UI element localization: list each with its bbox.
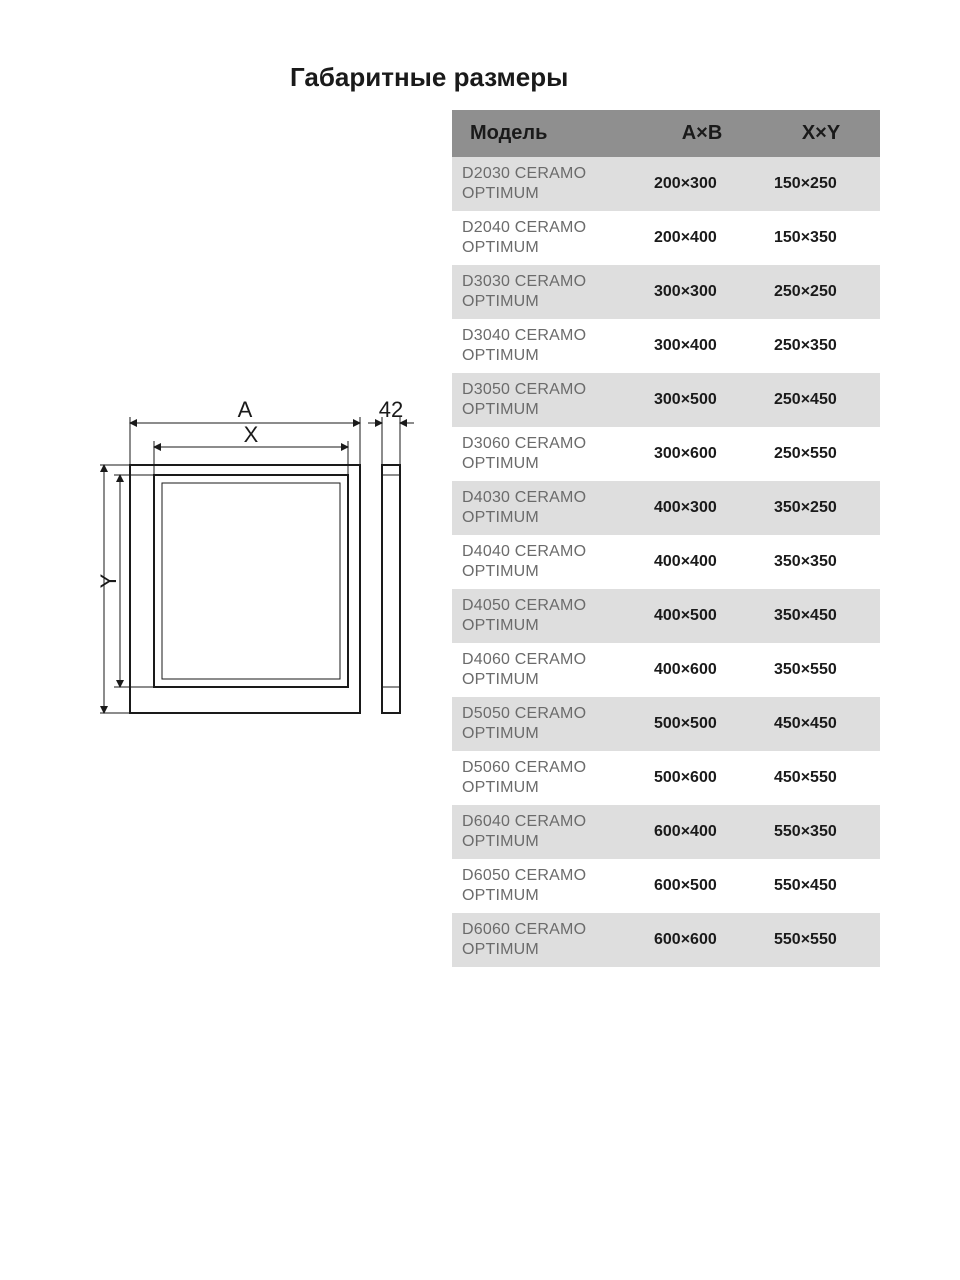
svg-text:A: A: [238, 397, 253, 422]
cell-model: D3030 CERAMOOPTIMUM: [452, 265, 642, 319]
cell-xy: 550×550: [762, 913, 880, 967]
cell-xy: 250×550: [762, 427, 880, 481]
cell-ab: 300×500: [642, 373, 762, 427]
svg-text:42: 42: [379, 397, 403, 422]
cell-model: D3060 CERAMOOPTIMUM: [452, 427, 642, 481]
cell-ab: 400×300: [642, 481, 762, 535]
cell-xy: 150×250: [762, 157, 880, 211]
table-row: D2030 CERAMOOPTIMUM200×300150×250: [452, 157, 880, 211]
cell-xy: 450×550: [762, 751, 880, 805]
table-row: D4050 CERAMOOPTIMUM400×500350×450: [452, 589, 880, 643]
cell-ab: 600×500: [642, 859, 762, 913]
cell-ab: 200×300: [642, 157, 762, 211]
cell-ab: 300×300: [642, 265, 762, 319]
cell-xy: 350×450: [762, 589, 880, 643]
cell-model: D2040 CERAMOOPTIMUM: [452, 211, 642, 265]
cell-model: D4060 CERAMOOPTIMUM: [452, 643, 642, 697]
cell-ab: 200×400: [642, 211, 762, 265]
cell-ab: 400×500: [642, 589, 762, 643]
table-row: D5050 CERAMOOPTIMUM500×500450×450: [452, 697, 880, 751]
table-row: D3050 CERAMOOPTIMUM300×500250×450: [452, 373, 880, 427]
cell-ab: 500×600: [642, 751, 762, 805]
cell-model: D6040 CERAMOOPTIMUM: [452, 805, 642, 859]
cell-model: D6050 CERAMOOPTIMUM: [452, 859, 642, 913]
table-row: D4040 CERAMOOPTIMUM400×400350×350: [452, 535, 880, 589]
cell-xy: 350×550: [762, 643, 880, 697]
table-row: D4060 CERAMOOPTIMUM400×600350×550: [452, 643, 880, 697]
dimension-diagram: AX42BY: [100, 395, 430, 725]
cell-ab: 600×400: [642, 805, 762, 859]
table-row: D6040 CERAMOOPTIMUM600×400550×350: [452, 805, 880, 859]
cell-ab: 500×500: [642, 697, 762, 751]
table-header-row: Модель A×B X×Y: [452, 110, 880, 157]
dimensions-table: Модель A×B X×Y D2030 CERAMOOPTIMUM200×30…: [452, 110, 880, 967]
cell-xy: 450×450: [762, 697, 880, 751]
table-row: D2040 CERAMOOPTIMUM200×400150×350: [452, 211, 880, 265]
cell-ab: 600×600: [642, 913, 762, 967]
page-title: Габаритные размеры: [0, 62, 960, 93]
cell-model: D5060 CERAMOOPTIMUM: [452, 751, 642, 805]
cell-xy: 250×350: [762, 319, 880, 373]
svg-text:X: X: [244, 422, 259, 447]
col-header-xy: X×Y: [762, 110, 880, 157]
table-row: D3030 CERAMOOPTIMUM300×300250×250: [452, 265, 880, 319]
cell-model: D4040 CERAMOOPTIMUM: [452, 535, 642, 589]
table-row: D4030 CERAMOOPTIMUM400×300350×250: [452, 481, 880, 535]
table-row: D3040 CERAMOOPTIMUM300×400250×350: [452, 319, 880, 373]
cell-xy: 250×450: [762, 373, 880, 427]
cell-model: D3050 CERAMOOPTIMUM: [452, 373, 642, 427]
table-row: D6060 CERAMOOPTIMUM600×600550×550: [452, 913, 880, 967]
cell-model: D2030 CERAMOOPTIMUM: [452, 157, 642, 211]
table-row: D5060 CERAMOOPTIMUM500×600450×550: [452, 751, 880, 805]
cell-ab: 400×400: [642, 535, 762, 589]
cell-model: D3040 CERAMOOPTIMUM: [452, 319, 642, 373]
table-row: D3060 CERAMOOPTIMUM300×600250×550: [452, 427, 880, 481]
col-header-ab: A×B: [642, 110, 762, 157]
cell-model: D4050 CERAMOOPTIMUM: [452, 589, 642, 643]
cell-xy: 350×350: [762, 535, 880, 589]
cell-ab: 400×600: [642, 643, 762, 697]
cell-xy: 550×450: [762, 859, 880, 913]
col-header-model: Модель: [452, 110, 642, 157]
cell-xy: 550×350: [762, 805, 880, 859]
cell-xy: 150×350: [762, 211, 880, 265]
svg-text:Y: Y: [100, 573, 121, 588]
cell-model: D6060 CERAMOOPTIMUM: [452, 913, 642, 967]
cell-ab: 300×600: [642, 427, 762, 481]
cell-model: D4030 CERAMOOPTIMUM: [452, 481, 642, 535]
cell-ab: 300×400: [642, 319, 762, 373]
cell-model: D5050 CERAMOOPTIMUM: [452, 697, 642, 751]
cell-xy: 350×250: [762, 481, 880, 535]
table-row: D6050 CERAMOOPTIMUM600×500550×450: [452, 859, 880, 913]
cell-xy: 250×250: [762, 265, 880, 319]
